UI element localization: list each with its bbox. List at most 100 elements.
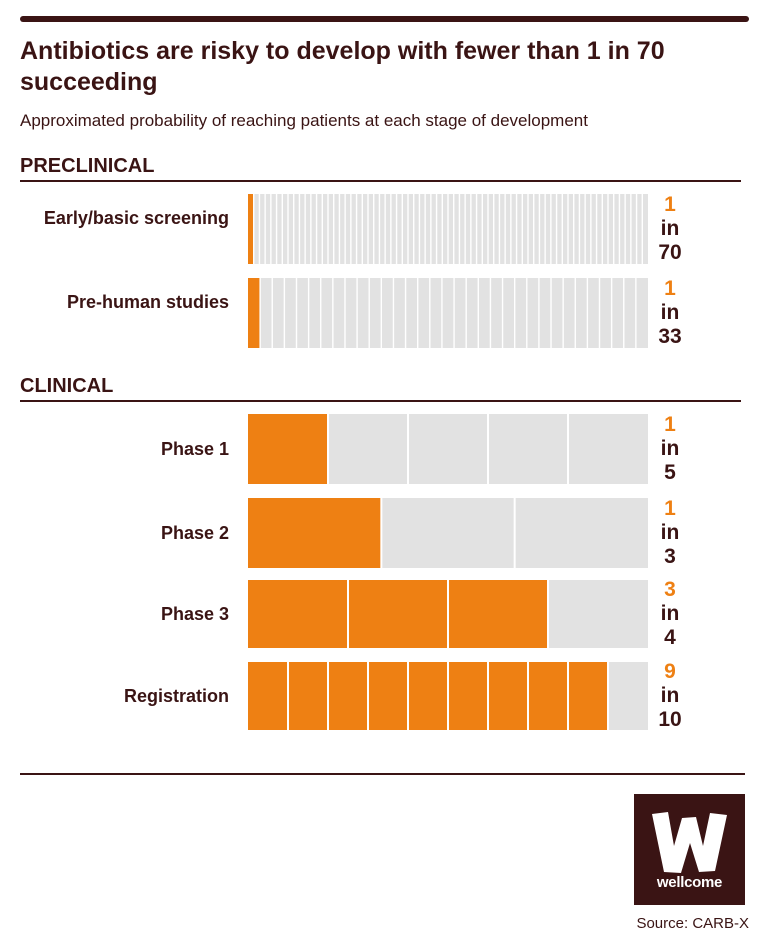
failure-segment <box>516 194 523 264</box>
failure-segment <box>476 194 483 264</box>
segment-divider <box>489 278 492 348</box>
segment-divider <box>418 194 421 264</box>
segment-divider <box>338 194 341 264</box>
failure-segment <box>408 414 488 484</box>
failure-segment <box>563 278 576 348</box>
failure-segment <box>316 194 323 264</box>
failure-segment <box>636 194 643 264</box>
failure-segment <box>408 194 414 264</box>
failure-segment <box>526 278 539 348</box>
segment-divider <box>424 194 426 264</box>
failure-segment <box>562 194 568 264</box>
failure-segment <box>373 194 380 264</box>
segment-divider <box>635 278 637 348</box>
ratio-denominator: 10 <box>658 708 682 731</box>
segment-divider <box>527 662 529 730</box>
success-segment <box>568 662 608 730</box>
failure-segment <box>333 194 340 264</box>
segment-divider <box>595 194 598 264</box>
stage-label-registration: Registration <box>123 686 229 706</box>
bar-phase-1 <box>248 414 648 484</box>
failure-segment <box>320 278 333 348</box>
segment-divider <box>275 194 278 264</box>
segment-divider <box>264 194 266 264</box>
segment-divider <box>404 278 407 348</box>
segment-divider <box>327 662 329 730</box>
failure-segment <box>350 194 357 264</box>
segment-divider <box>477 278 480 348</box>
segment-divider <box>447 662 449 730</box>
failure-segment <box>482 194 488 264</box>
failure-segment <box>630 194 637 264</box>
segment-divider <box>441 278 443 348</box>
failure-segment <box>270 194 277 264</box>
failure-segment <box>276 194 283 264</box>
failure-segment <box>528 194 534 264</box>
section-title-preclinical: PRECLINICAL <box>20 155 155 177</box>
failure-segment <box>599 278 612 348</box>
segment-divider <box>538 194 541 264</box>
segment-divider <box>561 194 563 264</box>
failure-segment <box>293 194 300 264</box>
failure-segment <box>339 194 346 264</box>
bar-early-basic-screening <box>248 194 648 264</box>
failure-segment <box>548 580 648 648</box>
failure-segment <box>390 194 397 264</box>
segment-divider <box>624 194 626 264</box>
segment-divider <box>333 194 335 264</box>
success-segment <box>408 662 448 730</box>
stage-label-phase-2: Phase 2 <box>160 523 229 543</box>
failure-segment <box>259 194 266 264</box>
segment-divider <box>384 194 386 264</box>
segment-divider <box>586 278 589 348</box>
failure-segment <box>459 194 466 264</box>
chart-title: Antibiotics are risky to develop with fe… <box>20 37 665 96</box>
wellcome-logo: wellcome <box>634 794 745 905</box>
failure-segment <box>385 194 391 264</box>
ratio-in-word: in <box>660 521 680 544</box>
segment-divider <box>607 662 609 730</box>
failure-segment <box>454 278 467 348</box>
segment-divider <box>550 278 552 348</box>
segment-divider <box>295 278 298 348</box>
segment-divider <box>555 194 558 264</box>
segment-divider <box>538 278 540 348</box>
failure-segment <box>596 194 603 264</box>
segment-divider <box>344 194 346 264</box>
failure-segment <box>344 278 358 348</box>
segment-divider <box>332 278 334 348</box>
failure-segment <box>356 194 363 264</box>
segment-divider <box>287 662 289 730</box>
stage-label-phase-1: Phase 1 <box>160 439 229 459</box>
segment-divider <box>470 194 472 264</box>
w-logo-icon <box>652 812 727 873</box>
failure-segment <box>625 194 631 264</box>
segment-divider <box>513 498 516 568</box>
segment-divider <box>487 414 489 484</box>
segment-divider <box>521 194 523 264</box>
success-segment <box>248 580 348 648</box>
failure-segment <box>465 194 471 264</box>
segment-divider <box>373 194 375 264</box>
segment-divider <box>307 278 310 348</box>
segment-divider <box>347 580 349 648</box>
chart-subtitle: Approximated probability of reaching pat… <box>20 111 588 130</box>
segment-divider <box>350 194 352 264</box>
failure-segment <box>499 194 506 264</box>
ratio-numerator: 1 <box>664 497 676 520</box>
segment-divider <box>271 278 273 348</box>
stage-label-pre-human-studies: Pre-human studies <box>66 292 229 312</box>
failure-segment <box>466 278 479 348</box>
success-segment <box>288 662 328 730</box>
segment-divider <box>635 194 638 264</box>
segment-divider <box>578 194 581 264</box>
failure-segment <box>441 278 455 348</box>
failure-segment <box>608 662 648 730</box>
failure-segment <box>608 194 614 264</box>
failure-segment <box>551 278 564 348</box>
failure-segment <box>448 194 454 264</box>
segment-divider <box>618 194 621 264</box>
segment-divider <box>315 194 318 264</box>
segment-divider <box>504 194 506 264</box>
success-segment <box>248 194 254 264</box>
